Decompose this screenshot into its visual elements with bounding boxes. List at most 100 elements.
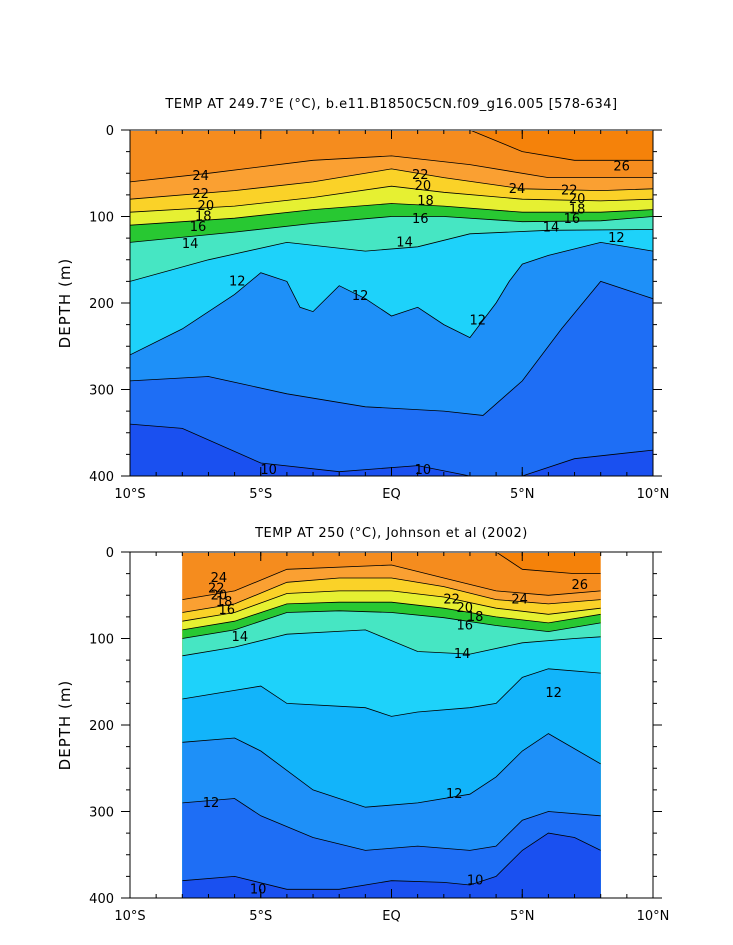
contour-line-14 [182, 629, 601, 657]
contour-label: 10 [250, 882, 267, 897]
bottom-axis-ticks: 10°S 5°S EQ 5°N 10°N 0 100 200 300 400 [89, 546, 669, 924]
contour-label: 20 [456, 601, 473, 616]
contour-label: 14 [543, 221, 560, 236]
x-tick-label: 5°S [249, 487, 272, 502]
contour-label: 24 [511, 593, 528, 608]
top-axis-ticks: 10°S 5°S EQ 5°N 10°N 0 100 200 300 400 [89, 124, 669, 502]
y-tick-label: 300 [89, 384, 114, 399]
contour-label: 22 [412, 168, 429, 183]
y-tick-label: 0 [106, 124, 114, 139]
x-tick-label: EQ [382, 487, 400, 502]
contour-label: 18 [195, 210, 212, 225]
y-tick-label: 300 [89, 806, 114, 821]
y-tick-label: 0 [106, 546, 114, 561]
contour-label: 22 [208, 581, 225, 596]
contour-line-14 [130, 229, 653, 282]
x-tick-label: 5°S [249, 909, 272, 924]
x-tick-label: 10°N [637, 487, 670, 502]
contour-label: 26 [572, 578, 589, 593]
contour-label: 22 [443, 593, 460, 608]
x-tick-label: 10°S [114, 487, 145, 502]
contour-label: 12 [352, 289, 369, 304]
contour-line-22 [130, 168, 653, 200]
contour-label: 18 [417, 194, 434, 209]
contour-line-16 [182, 610, 601, 639]
contour-label: 14 [232, 630, 249, 645]
y-tick-label: 100 [89, 211, 114, 226]
contour-label: 12 [545, 686, 562, 701]
contour-line-18 [130, 203, 653, 226]
contour-label: 16 [218, 603, 235, 618]
contour-line-24 [130, 155, 653, 183]
y-tick-label: 200 [89, 297, 114, 312]
contour-label: 24 [509, 182, 526, 197]
contour-label: 16 [456, 619, 473, 634]
y-tick-label: 200 [89, 719, 114, 734]
x-tick-label: 10°S [114, 909, 145, 924]
contour-label: 24 [192, 169, 209, 184]
x-tick-label: EQ [382, 909, 400, 924]
y-tick-label: 400 [89, 470, 114, 485]
top-chart-title: TEMP AT 249.7°E (°C), b.e11.B1850C5CN.f0… [164, 97, 617, 112]
contour-label: 16 [190, 220, 207, 235]
bottom-contour-fills [182, 553, 601, 898]
y-tick-label: 400 [89, 892, 114, 907]
contour-label: 12 [203, 796, 220, 811]
contour-line-11 [182, 798, 601, 851]
bottom-chart-title: TEMP AT 250 (°C), Johnson et al (2002) [254, 526, 528, 541]
contour-line-12 [130, 241, 653, 356]
contour-label: 12 [229, 274, 246, 289]
x-tick-label: 10°N [637, 909, 670, 924]
contour-label: 16 [564, 212, 581, 227]
top-contour-lines [130, 131, 653, 476]
contour-label: 20 [569, 192, 586, 207]
contour-line-11 [130, 280, 653, 416]
contour-band-10 [182, 833, 601, 898]
contour-line-10 [130, 423, 653, 476]
contour-label: 12 [446, 787, 463, 802]
contour-label: 24 [211, 571, 228, 586]
contour-label: 20 [415, 179, 432, 194]
contour-label: 10 [415, 463, 432, 478]
contour-label: 10 [260, 463, 277, 478]
contour-label: 22 [561, 184, 578, 199]
contour-label: 12 [470, 313, 487, 328]
contour-label: 14 [396, 235, 413, 250]
contour-label: 20 [198, 199, 215, 214]
contour-label: 20 [211, 588, 228, 603]
contour-label: 14 [454, 647, 471, 662]
contour-line-26 [471, 131, 653, 161]
contour-band-11 [130, 281, 653, 476]
contour-label: 12 [608, 231, 625, 246]
contour-line-12 [182, 733, 601, 808]
contour-line-10 [182, 832, 601, 890]
bottom-contour-lines [182, 553, 601, 890]
contour-line-20 [130, 185, 653, 213]
contour-line-26 [496, 553, 601, 574]
contour-line-13 [182, 668, 601, 717]
contour-label: 18 [216, 595, 233, 610]
contour-band-11 [182, 798, 601, 898]
contour-line-20 [182, 590, 601, 622]
x-tick-label: 5°N [510, 487, 535, 502]
contour-line-24 [182, 564, 601, 600]
y-tick-label: 100 [89, 633, 114, 648]
contour-line-22 [182, 577, 601, 613]
top-contour-fills [130, 131, 653, 476]
contour-label: 26 [613, 159, 630, 174]
contour-label: 10 [467, 874, 484, 889]
contour-label: 22 [192, 187, 209, 202]
contour-label: 18 [467, 610, 484, 625]
contour-label: 14 [182, 237, 199, 252]
top-y-axis-label: DEPTH (m) [56, 258, 74, 349]
contour-line-18 [182, 601, 601, 631]
bottom-y-axis-label: DEPTH (m) [56, 680, 74, 771]
contour-line-16 [130, 216, 653, 243]
contour-label: 16 [412, 212, 429, 227]
x-tick-label: 5°N [510, 909, 535, 924]
